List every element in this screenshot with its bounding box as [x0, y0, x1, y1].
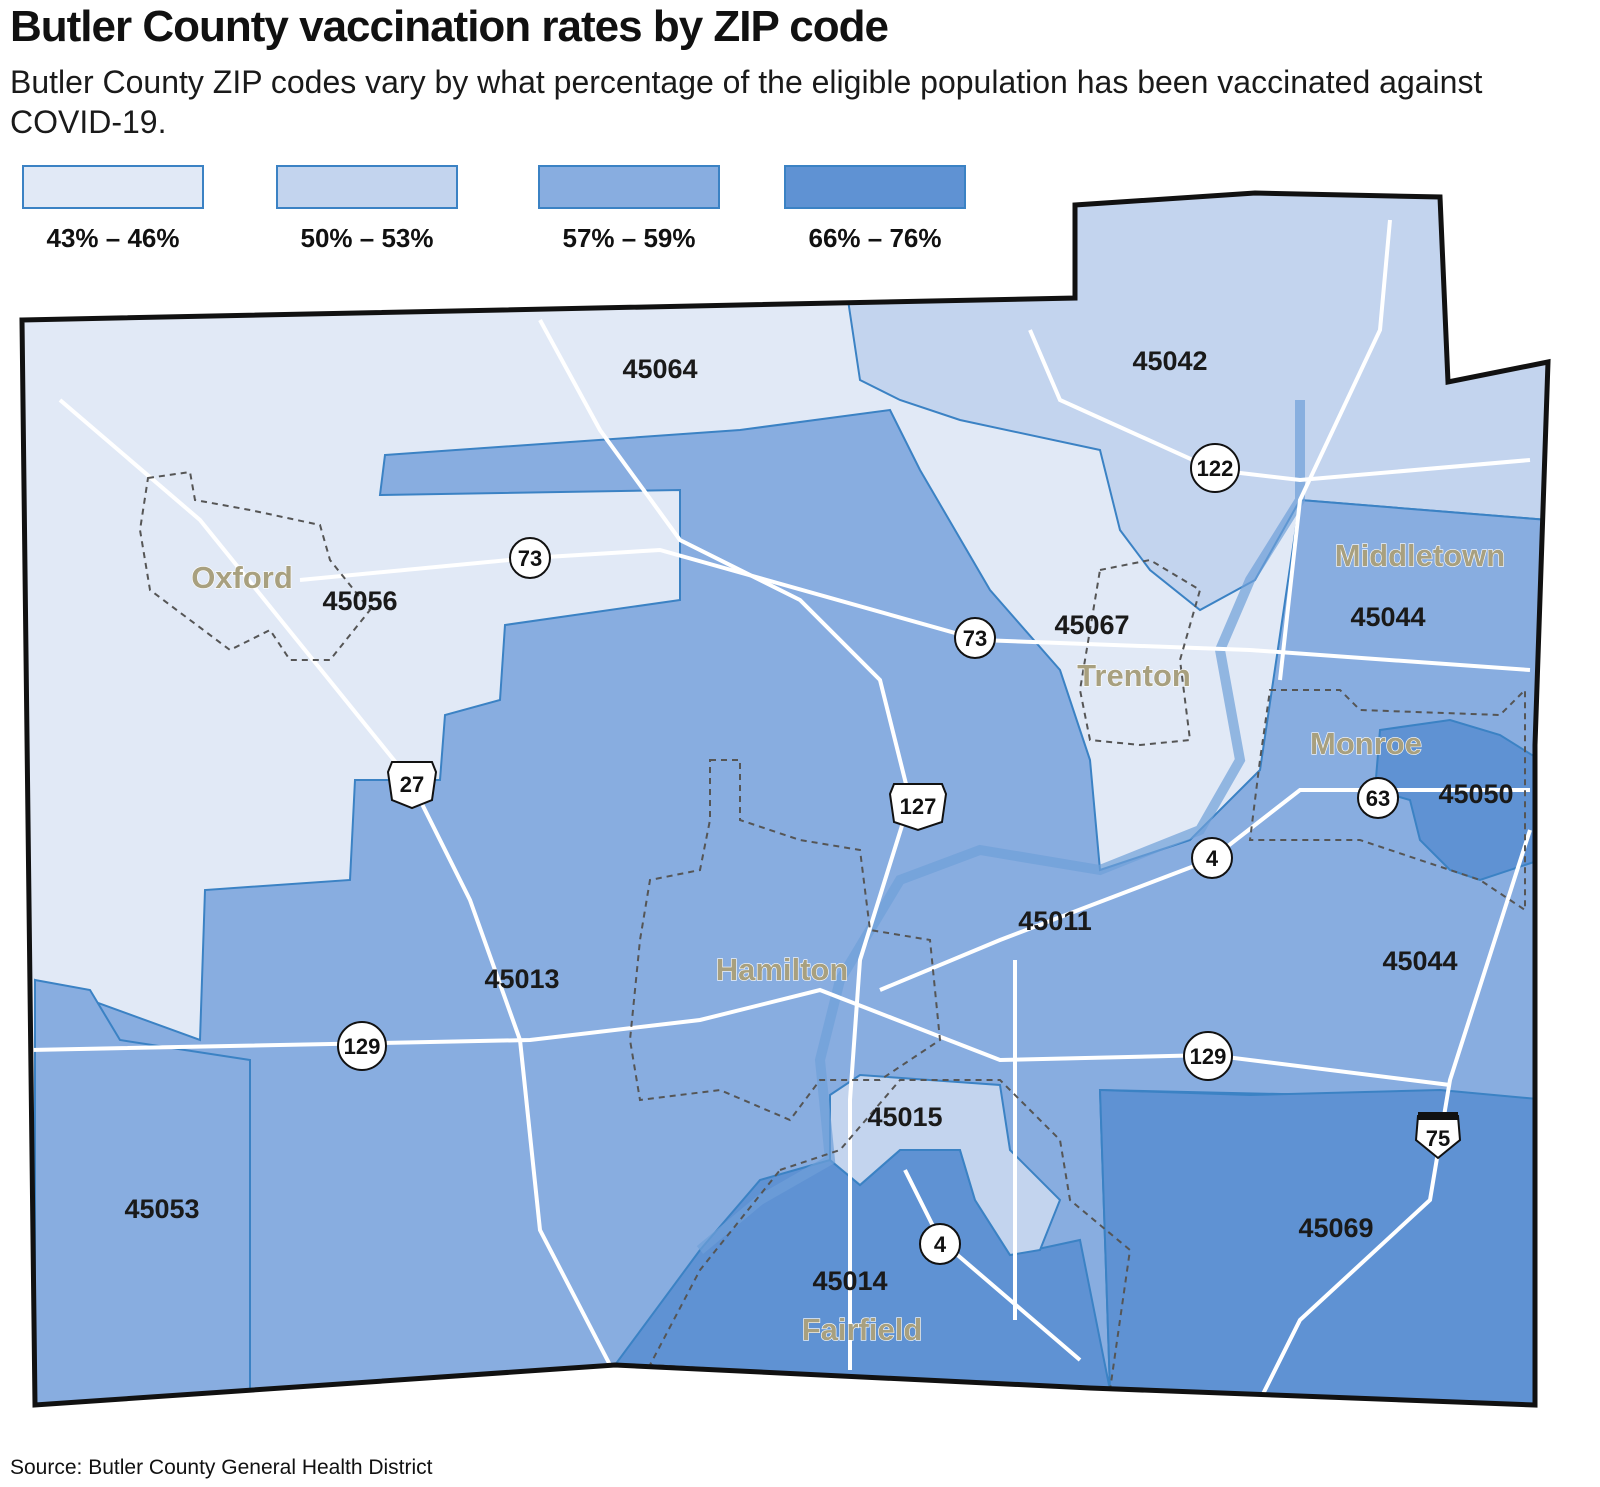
legend-item: 43% – 46% — [22, 165, 212, 254]
zip-label: 45015 — [867, 1102, 942, 1132]
route-number: 75 — [1426, 1126, 1450, 1151]
zip-label: 45067 — [1054, 610, 1129, 640]
zip-label: 45011 — [1018, 906, 1092, 936]
legend-swatch — [538, 165, 720, 209]
page-subtitle: Butler County ZIP codes vary by what per… — [10, 64, 1483, 140]
route-shield: 4 — [1191, 837, 1233, 879]
legend-item: 57% – 59% — [538, 165, 728, 254]
legend-label: 43% – 46% — [46, 223, 180, 253]
city-label: Trenton — [1077, 658, 1191, 693]
city-label: Fairfield — [802, 1312, 923, 1347]
route-shield: 122 — [1190, 443, 1240, 493]
zip-label: 45069 — [1298, 1213, 1373, 1243]
route-shield: 27 — [386, 761, 438, 810]
legend-item: 66% – 76% — [784, 165, 974, 254]
city-labels: Oxford Middletown Trenton Monroe Hamilto… — [191, 537, 1506, 1347]
zone-45053 — [34, 978, 251, 1405]
route-number: 129 — [344, 1034, 381, 1059]
route-number: 4 — [1206, 846, 1219, 871]
route-number: 63 — [1366, 786, 1390, 811]
source-note: Source: Butler County General Health Dis… — [10, 1456, 433, 1479]
legend-swatch — [276, 165, 458, 209]
route-shields: 73 73 122 27 127 63 4 129 — [337, 443, 1462, 1265]
legend-swatch — [22, 165, 204, 209]
route-shield: 73 — [509, 537, 551, 579]
route-number: 27 — [400, 772, 424, 797]
route-number: 4 — [934, 1232, 947, 1257]
route-number: 73 — [518, 546, 542, 571]
city-label: Monroe — [1310, 726, 1422, 761]
zip-label: 45042 — [1132, 346, 1207, 376]
zone-45069 — [1098, 1088, 1548, 1405]
route-number: 73 — [963, 626, 987, 651]
city-label: Middletown — [1335, 538, 1505, 573]
legend: 43% – 46% 50% – 53% 57% – 59% 66% – 76% — [0, 165, 1000, 265]
route-shield: 4 — [919, 1223, 961, 1265]
route-shield: 75 — [1414, 1112, 1462, 1160]
legend-label: 50% – 53% — [300, 223, 434, 253]
zone-45015 — [829, 1073, 1062, 1257]
route-shield: 127 — [888, 783, 948, 832]
zip-label: 45053 — [124, 1194, 199, 1224]
zip-label: 45050 — [1438, 779, 1513, 809]
route-shield: 73 — [954, 617, 996, 659]
route-number: 122 — [1197, 456, 1234, 481]
zip-label: 45044 — [1382, 946, 1457, 976]
zip-label: 45044 — [1350, 602, 1425, 632]
city-label: Hamilton — [716, 952, 849, 987]
route-shield: 129 — [1183, 1031, 1233, 1081]
route-number: 129 — [1190, 1044, 1227, 1069]
zip-label: 45056 — [322, 586, 397, 616]
zip-labels: 45064 45042 45056 45067 45044 45050 4501… — [124, 346, 1513, 1296]
legend-item: 50% – 53% — [276, 165, 466, 254]
page-title: Butler County vaccination rates by ZIP c… — [10, 2, 889, 51]
city-boundaries — [138, 470, 1526, 1392]
legend-label: 57% – 59% — [562, 223, 696, 253]
route-number: 127 — [900, 794, 937, 819]
zip-label: 45014 — [812, 1266, 887, 1296]
county-outline — [19, 190, 1551, 1408]
legend-label: 66% – 76% — [808, 223, 942, 253]
zip-label: 45064 — [622, 354, 697, 384]
route-shield: 63 — [1357, 777, 1399, 819]
river — [696, 400, 1305, 1254]
legend-swatch — [784, 165, 966, 209]
route-shield: 129 — [337, 1021, 387, 1071]
zip-label: 45013 — [484, 964, 559, 994]
city-label: Oxford — [191, 560, 293, 595]
